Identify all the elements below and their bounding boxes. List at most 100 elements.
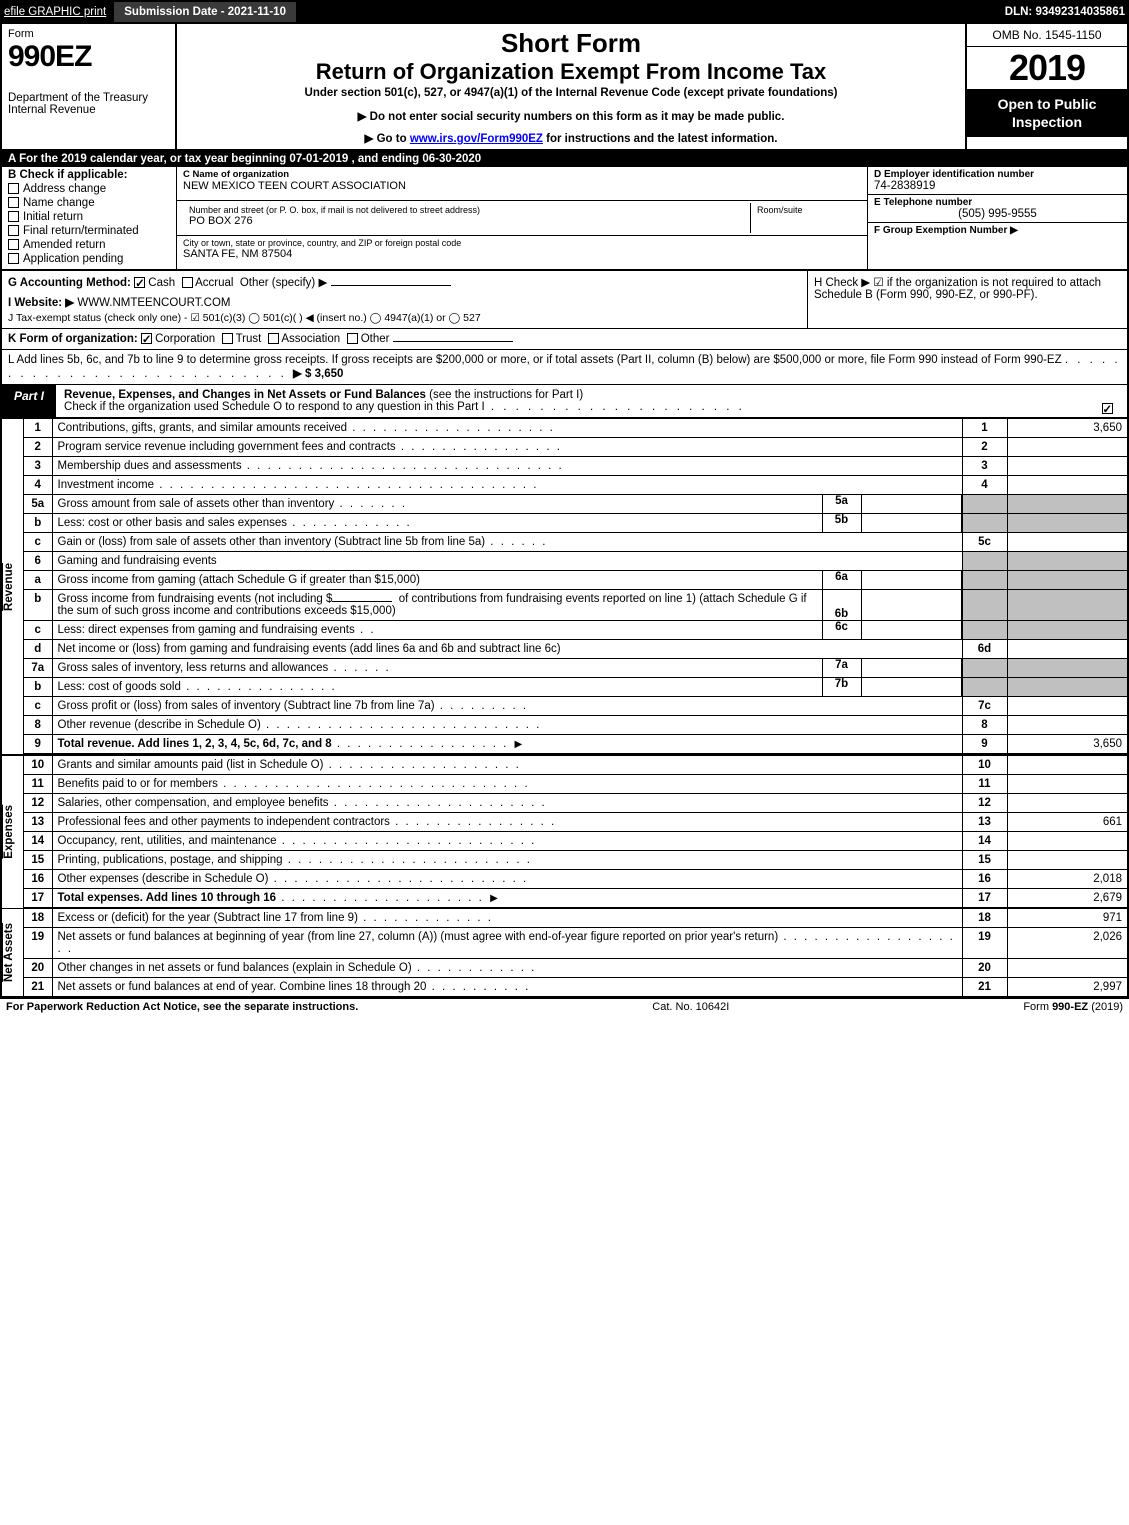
- under-section: Under section 501(c), 527, or 4947(a)(1)…: [183, 87, 959, 99]
- info-grid: B Check if applicable: Address change Na…: [0, 167, 1129, 271]
- line-9: 9Total revenue. Add lines 1, 2, 3, 4, 5c…: [24, 735, 1127, 754]
- other-specify-field[interactable]: [331, 285, 451, 286]
- f-label: F Group Exemption Number ▶: [874, 225, 1121, 236]
- expenses-section: Expenses 10Grants and similar amounts pa…: [0, 754, 1129, 908]
- line-1: 1Contributions, gifts, grants, and simil…: [24, 419, 1127, 438]
- line-17: 17Total expenses. Add lines 10 through 1…: [24, 889, 1127, 908]
- line-4: 4Investment income . . . . . . . . . . .…: [24, 476, 1127, 495]
- checkbox-pending[interactable]: Application pending: [8, 253, 170, 265]
- goto-pre: ▶ Go to: [365, 133, 410, 145]
- other-org-field[interactable]: [393, 341, 513, 342]
- checkbox-name-change[interactable]: Name change: [8, 197, 170, 209]
- goto-post: for instructions and the latest informat…: [543, 133, 778, 145]
- tax-year: 2019: [967, 47, 1127, 89]
- part-i-title: Revenue, Expenses, and Changes in Net As…: [56, 385, 1087, 417]
- paperwork-notice: For Paperwork Reduction Act Notice, see …: [6, 1001, 358, 1013]
- irs-link[interactable]: www.irs.gov/Form990EZ: [410, 133, 543, 145]
- line-6b: bGross income from fundraising events (n…: [24, 590, 1127, 621]
- box-b: B Check if applicable: Address change Na…: [2, 167, 177, 269]
- line-8: 8Other revenue (describe in Schedule O) …: [24, 716, 1127, 735]
- line-g: G Accounting Method: Cash Accrual Other …: [2, 271, 807, 328]
- corp-label: Corporation: [155, 333, 215, 345]
- efile-label[interactable]: efile GRAPHIC print: [4, 6, 106, 18]
- net-assets-section: Net Assets 18Excess or (deficit) for the…: [0, 908, 1129, 998]
- checkbox-initial-return[interactable]: Initial return: [8, 211, 170, 223]
- checkbox-corporation[interactable]: [141, 333, 152, 344]
- part-i-tab: Part I: [2, 385, 56, 417]
- cat-no: Cat. No. 10642I: [652, 1001, 729, 1013]
- part-i-checkbox-cell: [1087, 385, 1127, 417]
- goto-line: ▶ Go to www.irs.gov/Form990EZ for instru…: [183, 131, 959, 145]
- checkbox-other-org[interactable]: [347, 333, 358, 344]
- l-text: L Add lines 5b, 6c, and 7b to line 9 to …: [8, 354, 1062, 366]
- ein-val: 74-2838919: [874, 180, 1121, 192]
- part-i-checkline: Check if the organization used Schedule …: [64, 401, 485, 413]
- checkbox-amended[interactable]: Amended return: [8, 239, 170, 251]
- checkbox-schedule-o[interactable]: [1102, 403, 1113, 414]
- checkbox-cash[interactable]: [134, 277, 145, 288]
- line-12: 12Salaries, other compensation, and empl…: [24, 794, 1127, 813]
- revenue-tab: Revenue: [2, 563, 23, 611]
- line-11: 11Benefits paid to or for members . . . …: [24, 775, 1127, 794]
- contrib-amount-field[interactable]: [332, 601, 392, 602]
- form-word: Form: [8, 28, 169, 40]
- cash-label: Cash: [148, 277, 175, 289]
- l-amount: ▶ $ 3,650: [293, 368, 343, 380]
- group-exemption-cell: F Group Exemption Number ▶: [868, 223, 1127, 269]
- dept-line-1: Department of the Treasury: [8, 92, 169, 104]
- expenses-tab: Expenses: [2, 805, 23, 859]
- k-label: K Form of organization:: [8, 333, 138, 345]
- trust-label: Trust: [236, 333, 262, 345]
- city-label: City or town, state or province, country…: [183, 238, 861, 248]
- form-ref: Form 990-EZ (2019): [1023, 1001, 1123, 1013]
- num-label: Number and street (or P. O. box, if mail…: [189, 205, 744, 215]
- other-label: Other (specify) ▶: [240, 277, 327, 289]
- line-2: 2Program service revenue including gover…: [24, 438, 1127, 457]
- ssn-notice: ▶ Do not enter social security numbers o…: [183, 109, 959, 123]
- net-assets-tab: Net Assets: [2, 923, 23, 982]
- line-19: 19Net assets or fund balances at beginni…: [24, 928, 1127, 959]
- line-j: J Tax-exempt status (check only one) - ☑…: [8, 312, 801, 324]
- open-to-public: Open to Public Inspection: [967, 89, 1127, 137]
- line-a: A For the 2019 calendar year, or tax yea…: [0, 151, 1129, 167]
- website-label: I Website: ▶: [8, 297, 74, 309]
- top-bar: efile GRAPHIC print Submission Date - 20…: [0, 0, 1129, 24]
- line-14: 14Occupancy, rent, utilities, and mainte…: [24, 832, 1127, 851]
- checkbox-association[interactable]: [268, 333, 279, 344]
- line-5c: cGain or (loss) from sale of assets othe…: [24, 533, 1127, 552]
- line-13: 13Professional fees and other payments t…: [24, 813, 1127, 832]
- line-16: 16Other expenses (describe in Schedule O…: [24, 870, 1127, 889]
- checkbox-final-return[interactable]: Final return/terminated: [8, 225, 170, 237]
- phone-cell: E Telephone number (505) 995-9555: [868, 195, 1127, 223]
- address-row: Number and street (or P. O. box, if mail…: [177, 201, 867, 235]
- form-number: 990EZ: [8, 40, 169, 74]
- phone-val: (505) 995-9555: [874, 208, 1121, 220]
- submission-date: Submission Date - 2021-11-10: [114, 2, 296, 22]
- line-21: 21Net assets or fund balances at end of …: [24, 978, 1127, 997]
- line-6d: dNet income or (loss) from gaming and fu…: [24, 640, 1127, 659]
- checkbox-address-change[interactable]: Address change: [8, 183, 170, 195]
- line-h: H Check ▶ ☑ if the organization is not r…: [807, 271, 1127, 328]
- room-label: Room/suite: [757, 205, 855, 215]
- checkbox-accrual[interactable]: [182, 277, 193, 288]
- line-5b: bLess: cost or other basis and sales exp…: [24, 514, 1127, 533]
- line-7a: 7aGross sales of inventory, less returns…: [24, 659, 1127, 678]
- e-label: E Telephone number: [874, 197, 1121, 208]
- part-i-title-text: Revenue, Expenses, and Changes in Net As…: [64, 389, 426, 401]
- header-left: Form 990EZ Department of the Treasury In…: [2, 24, 177, 149]
- line-15: 15Printing, publications, postage, and s…: [24, 851, 1127, 870]
- checkbox-trust[interactable]: [222, 333, 233, 344]
- other-org-label: Other: [361, 333, 390, 345]
- line-10: 10Grants and similar amounts paid (list …: [24, 756, 1127, 775]
- net-assets-table: 18Excess or (deficit) for the year (Subt…: [24, 909, 1127, 996]
- line-3: 3Membership dues and assessments . . . .…: [24, 457, 1127, 476]
- box-c: C Name of organization NEW MEXICO TEEN C…: [177, 167, 867, 269]
- omb-number: OMB No. 1545-1150: [967, 24, 1127, 47]
- line-5a: 5aGross amount from sale of assets other…: [24, 495, 1127, 514]
- d-label: D Employer identification number: [874, 169, 1121, 180]
- revenue-table: 1Contributions, gifts, grants, and simil…: [24, 419, 1127, 754]
- accrual-label: Accrual: [195, 277, 233, 289]
- box-d: D Employer identification number 74-2838…: [867, 167, 1127, 269]
- org-name-cell: C Name of organization NEW MEXICO TEEN C…: [177, 167, 867, 201]
- line-7c: cGross profit or (loss) from sales of in…: [24, 697, 1127, 716]
